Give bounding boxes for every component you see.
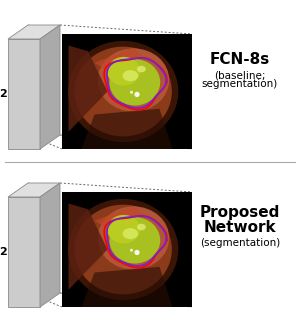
Circle shape [130,249,133,252]
Text: 2: 2 [0,247,7,257]
Circle shape [130,91,133,94]
Ellipse shape [137,66,146,72]
Polygon shape [68,203,107,290]
Text: FCN-8s: FCN-8s [210,51,270,66]
Ellipse shape [98,48,169,112]
Text: (segmentation): (segmentation) [200,238,280,248]
Ellipse shape [123,228,138,239]
Ellipse shape [110,217,160,264]
Text: 2: 2 [0,89,7,99]
Text: segmentation): segmentation) [202,79,278,89]
Polygon shape [62,192,192,307]
Circle shape [134,250,140,255]
Polygon shape [68,45,107,132]
Ellipse shape [98,206,169,270]
Ellipse shape [107,215,140,244]
Text: Network: Network [204,219,276,234]
Polygon shape [62,34,192,149]
Polygon shape [8,197,40,307]
Text: (baseline;: (baseline; [214,70,266,80]
Ellipse shape [137,224,146,230]
Polygon shape [82,109,172,149]
Polygon shape [94,48,146,74]
Ellipse shape [68,41,178,142]
Polygon shape [8,183,60,197]
Polygon shape [40,183,60,307]
Ellipse shape [110,59,160,106]
Circle shape [134,92,140,97]
Polygon shape [8,39,40,149]
Polygon shape [82,267,172,307]
Ellipse shape [74,47,172,136]
Ellipse shape [123,70,138,81]
Text: Proposed: Proposed [200,204,280,219]
Ellipse shape [74,205,172,294]
Ellipse shape [107,57,140,86]
Ellipse shape [68,199,178,300]
Polygon shape [8,25,60,39]
Polygon shape [94,206,146,232]
Polygon shape [40,25,60,149]
